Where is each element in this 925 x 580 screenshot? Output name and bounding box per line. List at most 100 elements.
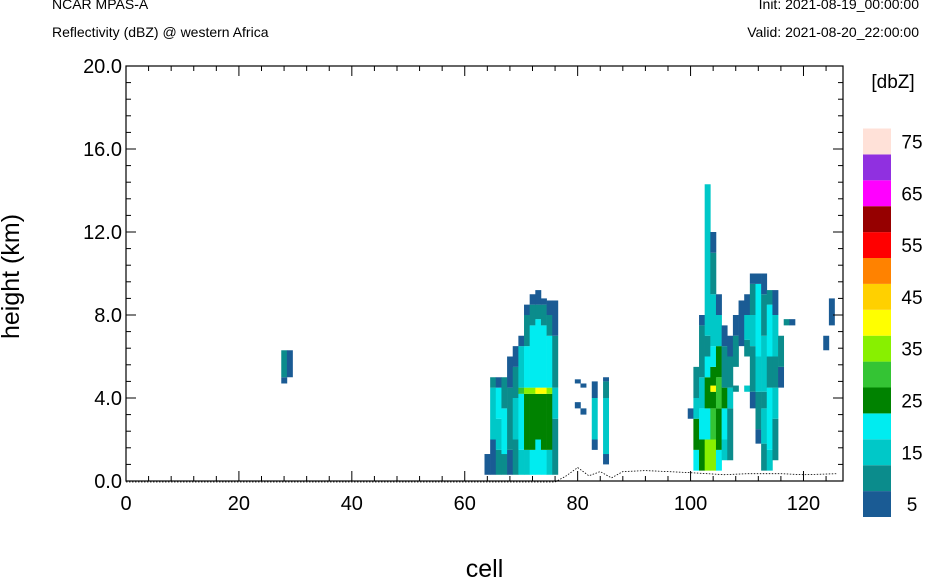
reflectivity-cell	[512, 346, 519, 367]
reflectivity-cell	[755, 273, 762, 284]
reflectivity-cell	[524, 304, 530, 316]
reflectivity-cell	[789, 319, 796, 326]
colorbar: 5 15 25 35 45 55 65 75	[863, 128, 923, 517]
reflectivity-cell	[727, 335, 734, 357]
reflectivity-cell	[755, 356, 762, 392]
reflectivity-cell	[693, 398, 700, 419]
y-axis-label: height (km)	[0, 214, 25, 339]
reflectivity-cell	[552, 335, 559, 388]
reflectivity-cell	[761, 443, 768, 471]
reflectivity-cell	[546, 393, 553, 450]
reflectivity-cell	[512, 398, 519, 440]
reflectivity-cell	[727, 356, 734, 388]
reflectivity-cell	[535, 439, 542, 475]
reflectivity-cell	[535, 304, 542, 320]
reflectivity-cell	[772, 290, 779, 315]
colorbar-label: 75	[901, 133, 922, 154]
reflectivity-cell	[772, 315, 779, 357]
reflectivity-cell	[693, 366, 700, 399]
x-tick-label: 0	[120, 493, 131, 515]
reflectivity-cell	[687, 408, 694, 419]
reflectivity-cell	[603, 377, 610, 382]
reflectivity-cell	[535, 290, 542, 305]
reflectivity-cell	[715, 346, 722, 378]
reflectivity-cell	[755, 391, 762, 430]
reflectivity-cell	[574, 379, 581, 384]
reflectivity-cell	[704, 356, 711, 378]
y-tick-label: 8.0	[94, 305, 122, 327]
reflectivity-cell	[744, 339, 751, 357]
reflectivity-cell	[518, 387, 525, 394]
reflectivity-cell	[710, 232, 717, 253]
reflectivity-cell	[772, 356, 779, 388]
reflectivity-cell	[749, 346, 756, 392]
colorbar-label: 15	[901, 443, 922, 464]
reflectivity-cell	[744, 385, 751, 392]
colorbar-label: 25	[901, 391, 922, 412]
x-axis-label: cell	[466, 555, 504, 580]
reflectivity-cell	[603, 454, 610, 465]
colorbar-swatch	[863, 413, 891, 440]
colorbar-swatch	[863, 465, 891, 492]
reflectivity-cell	[507, 356, 514, 388]
colorbar-swatch	[863, 283, 891, 310]
reflectivity-cell	[546, 449, 553, 475]
reflectivity-cell	[699, 439, 705, 471]
reflectivity-cell	[524, 449, 530, 475]
reflectivity-cell	[732, 335, 739, 367]
reflectivity-cell	[749, 315, 756, 347]
reflectivity-cell	[721, 408, 728, 440]
reflectivity-cell	[529, 325, 536, 388]
reflectivity-cell	[490, 387, 497, 440]
reflectivity-cell	[778, 335, 785, 367]
reflectivity-cell	[535, 393, 542, 440]
reflectivity-cell	[710, 408, 717, 440]
x-tick-label: 40	[341, 493, 363, 515]
field-label: Reflectivity (dBZ) @ western Africa	[52, 24, 269, 40]
colorbar-swatch	[863, 258, 891, 284]
reflectivity-cell	[574, 402, 581, 409]
reflectivity-cell	[715, 449, 722, 471]
reflectivity-cell	[710, 366, 717, 386]
reflectivity-cell	[721, 325, 728, 347]
reflectivity-cell	[495, 377, 502, 388]
reflectivity-cell	[693, 418, 700, 450]
y-tick-label: 12.0	[83, 222, 122, 244]
reflectivity-cell	[540, 325, 547, 388]
reflectivity-cell	[495, 418, 502, 450]
y-tick-label: 0.0	[94, 471, 122, 493]
x-tick-label: 80	[567, 493, 589, 515]
x-tick-label: 20	[228, 493, 250, 515]
reflectivity-cell	[524, 315, 530, 347]
reflectivity-cell	[490, 439, 497, 475]
reflectivity-cell	[603, 398, 610, 455]
reflectivity-cell	[546, 335, 553, 388]
reflectivity-cell	[727, 387, 734, 409]
reflectivity-cell	[715, 408, 722, 450]
reflectivity-cell	[540, 298, 547, 305]
colorbar-swatch	[863, 180, 891, 207]
reflectivity-cell	[546, 315, 553, 336]
model-label: NCAR MPAS-A	[52, 0, 149, 12]
reflectivity-cell	[761, 391, 768, 409]
reflectivity-cell	[710, 346, 717, 367]
reflectivity-cell	[721, 387, 728, 409]
x-tick-label: 100	[674, 493, 707, 515]
colorbar-swatch	[863, 335, 891, 362]
reflectivity-cell	[540, 387, 547, 394]
reflectivity-cell	[484, 454, 491, 475]
reflectivity-cell	[591, 381, 598, 398]
x-tick-label: 120	[787, 493, 820, 515]
colorbar-label: 55	[901, 236, 922, 257]
colorbar-label: 45	[901, 288, 922, 309]
reflectivity-cell	[603, 381, 610, 398]
reflectivity-cell	[721, 439, 728, 461]
reflectivity-cell	[501, 408, 508, 455]
reflectivity-cell	[749, 283, 756, 316]
reflectivity-cell	[512, 439, 519, 475]
reflectivity-cell	[524, 393, 530, 450]
reflectivity-cell	[540, 449, 547, 475]
reflectivity-cell	[501, 454, 508, 475]
reflectivity-cell	[704, 335, 711, 357]
